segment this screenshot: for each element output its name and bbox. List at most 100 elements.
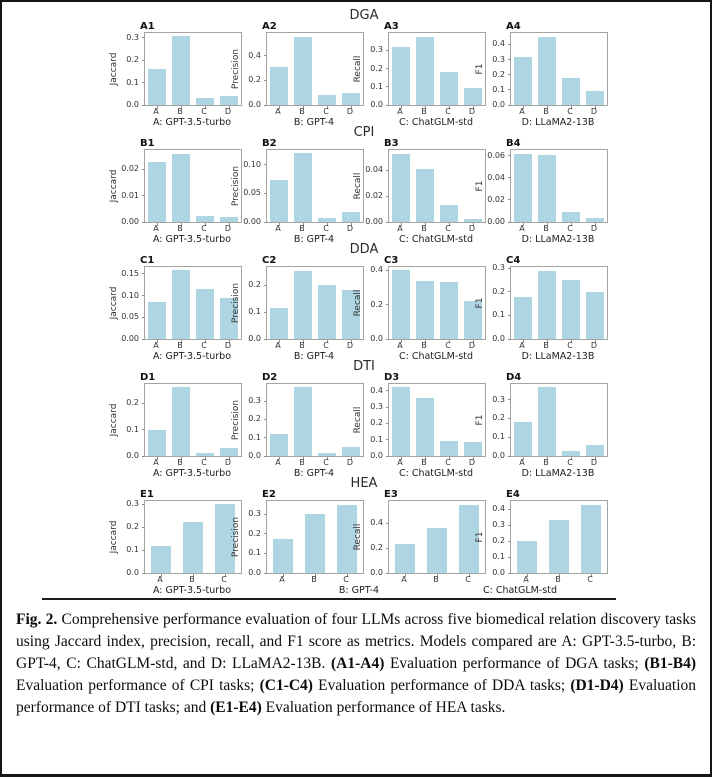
x-tick-label: A: [397, 107, 403, 116]
plot-area: Jaccard 0.00 0.01 0.02: [109, 149, 242, 226]
y-tick-mark: [508, 540, 511, 542]
y-tick-label: 0.1: [248, 548, 261, 558]
y-axis-label: Precision: [231, 516, 241, 558]
y-tick-mark: [142, 195, 145, 197]
chart-row-dda: DDA C1 Jaccard 0.00 0.05 0.10 0.15 A B C D A: GPT-3…: [109, 243, 608, 363]
subplot-D2: D2 Precision 0.0 0.1 0.2 0.3 A B C D B: GPT-4: [231, 372, 364, 480]
x-tick-label: B: [177, 341, 183, 350]
subplot-E2: E2 Precision 0.0 0.1 0.2 0.3 A B C B: GPT-4: [231, 489, 379, 597]
bar-B2-A: [270, 180, 288, 222]
bar-B3-A: [392, 153, 410, 222]
x-tick-mark: [571, 223, 572, 226]
y-tick-mark: [264, 164, 267, 166]
y-axis-label: F1: [475, 531, 485, 543]
bar-E1-C: [215, 504, 235, 573]
x-tick-mark: [351, 106, 352, 109]
y-tick-mark: [508, 338, 511, 340]
x-tick-label: C: [567, 341, 573, 350]
caption-text-segment: Evaluation performance of HEA tasks.: [261, 699, 506, 716]
x-axis-caption: C: ChatGLM-std: [398, 234, 474, 245]
y-tick-label: 0.4: [370, 385, 383, 395]
panel-tag: D1: [140, 372, 156, 383]
x-tick-label: B: [543, 224, 549, 233]
y-tick-mark: [142, 273, 145, 275]
y-tick-label: 0.2: [248, 280, 261, 290]
bar-A1-A: [148, 69, 166, 105]
x-tick-mark: [523, 106, 524, 109]
bar-D1-C: [196, 453, 214, 456]
y-tick-label: 0.1: [126, 545, 139, 555]
y-tick-mark: [142, 526, 145, 528]
y-tick-mark: [386, 547, 389, 549]
x-tick-label: C: [445, 458, 451, 467]
x-ticks: A B C D: [266, 223, 362, 233]
x-tick-mark: [437, 574, 438, 577]
x-ticks: A B C D: [144, 223, 240, 233]
y-tick-label: 0.2: [248, 75, 261, 85]
y-tick-mark: [142, 82, 145, 83]
x-tick-label: B: [299, 107, 305, 116]
y-tick-mark: [264, 418, 267, 420]
x-tick-label: B: [177, 458, 183, 467]
y-tick-label: 0.0: [492, 100, 505, 109]
x-tick-label: B: [433, 575, 439, 584]
bar-E2-B: [305, 514, 325, 573]
x-axis-caption: B: GPT-4: [338, 585, 380, 596]
y-tick-mark: [264, 284, 267, 286]
panel-tag: B2: [262, 138, 277, 149]
y-tick-label: 0.04: [365, 165, 383, 175]
x-ticks: A B C D: [510, 457, 606, 467]
x-tick-mark: [425, 340, 426, 343]
y-tick-mark: [386, 455, 389, 457]
subplot-C3: C3 Recall 0.0 0.2 0.4 A B C D C: ChatGLM-std: [353, 255, 486, 363]
y-tick-mark: [386, 195, 389, 197]
caption-text-segment: Comprehensive performance evaluation of …: [16, 611, 696, 672]
x-tick-label: A: [401, 575, 407, 584]
x-tick-mark: [157, 223, 158, 226]
plot-area: F1 0.0 0.1 0.2 0.3: [475, 383, 608, 460]
y-tick-label: 0.2: [492, 413, 505, 423]
x-tick-label: C: [323, 458, 329, 467]
y-tick-label: 0.15: [121, 268, 139, 278]
y-tick-mark: [386, 68, 389, 70]
x-tick-mark: [279, 457, 280, 460]
bar-C1-A: [148, 302, 166, 339]
x-tick-label: D: [468, 458, 476, 467]
y-tick-mark: [386, 522, 389, 524]
y-tick-label: 0.0: [126, 568, 139, 577]
y-tick-label: 0.01: [121, 190, 139, 200]
y-tick-mark: [508, 59, 511, 61]
bar-D2-C: [318, 453, 336, 456]
bar-A1-D: [220, 95, 238, 105]
x-tick-label: C: [201, 107, 207, 116]
bar-E2-C: [337, 504, 357, 573]
x-axis-caption: B: GPT-4: [293, 234, 335, 245]
y-tick-label: 0.0: [492, 451, 505, 460]
x-tick-label: A: [397, 224, 403, 233]
panel-tag: C4: [506, 255, 521, 266]
subplot-C2: C2 Precision 0.0 0.1 0.2 A B C D B: GPT-4: [231, 255, 364, 363]
y-tick-label: 0.10: [243, 159, 261, 169]
x-tick-label: C: [445, 341, 451, 350]
x-tick-mark: [181, 106, 182, 109]
y-axis-label: Recall: [353, 289, 363, 317]
plot-area: Precision 0.0 0.1 0.2 0.3: [231, 383, 364, 460]
caption-bold-segment: (D1-D4): [570, 677, 624, 694]
subplot-B1: B1 Jaccard 0.00 0.01 0.02 A B C D A: GPT-3.5-turb…: [109, 138, 242, 246]
x-ticks: A B C D: [510, 223, 606, 233]
y-axis-label: Recall: [353, 55, 363, 83]
x-tick-label: B: [299, 341, 305, 350]
x-tick-label: D: [346, 341, 354, 350]
x-tick-mark: [425, 106, 426, 109]
bar-D3-B: [416, 398, 434, 456]
y-tick-label: 0.00: [243, 217, 261, 226]
x-ticks: A B C D: [388, 106, 484, 116]
x-tick-label: D: [346, 224, 354, 233]
y-tick-mark: [386, 169, 389, 171]
bar-C1-C: [196, 289, 214, 339]
panel-tag: D2: [262, 372, 278, 383]
plot-area: Recall 0.00 0.02 0.04: [353, 149, 486, 226]
x-tick-label: B: [543, 341, 549, 350]
x-tick-label: A: [153, 458, 159, 467]
x-ticks: A B C D: [144, 106, 240, 116]
